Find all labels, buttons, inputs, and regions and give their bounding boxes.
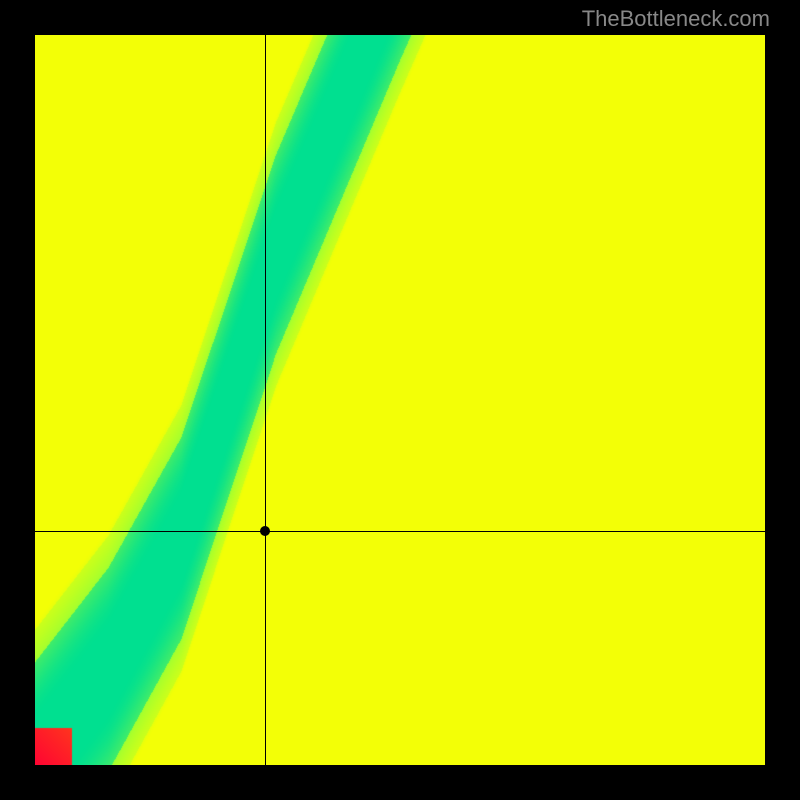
crosshair-horizontal — [35, 531, 765, 532]
watermark: TheBottleneck.com — [582, 6, 770, 32]
heatmap-canvas — [35, 35, 765, 765]
crosshair-vertical — [265, 35, 266, 765]
crosshair-dot — [260, 526, 270, 536]
heatmap-plot — [35, 35, 765, 765]
